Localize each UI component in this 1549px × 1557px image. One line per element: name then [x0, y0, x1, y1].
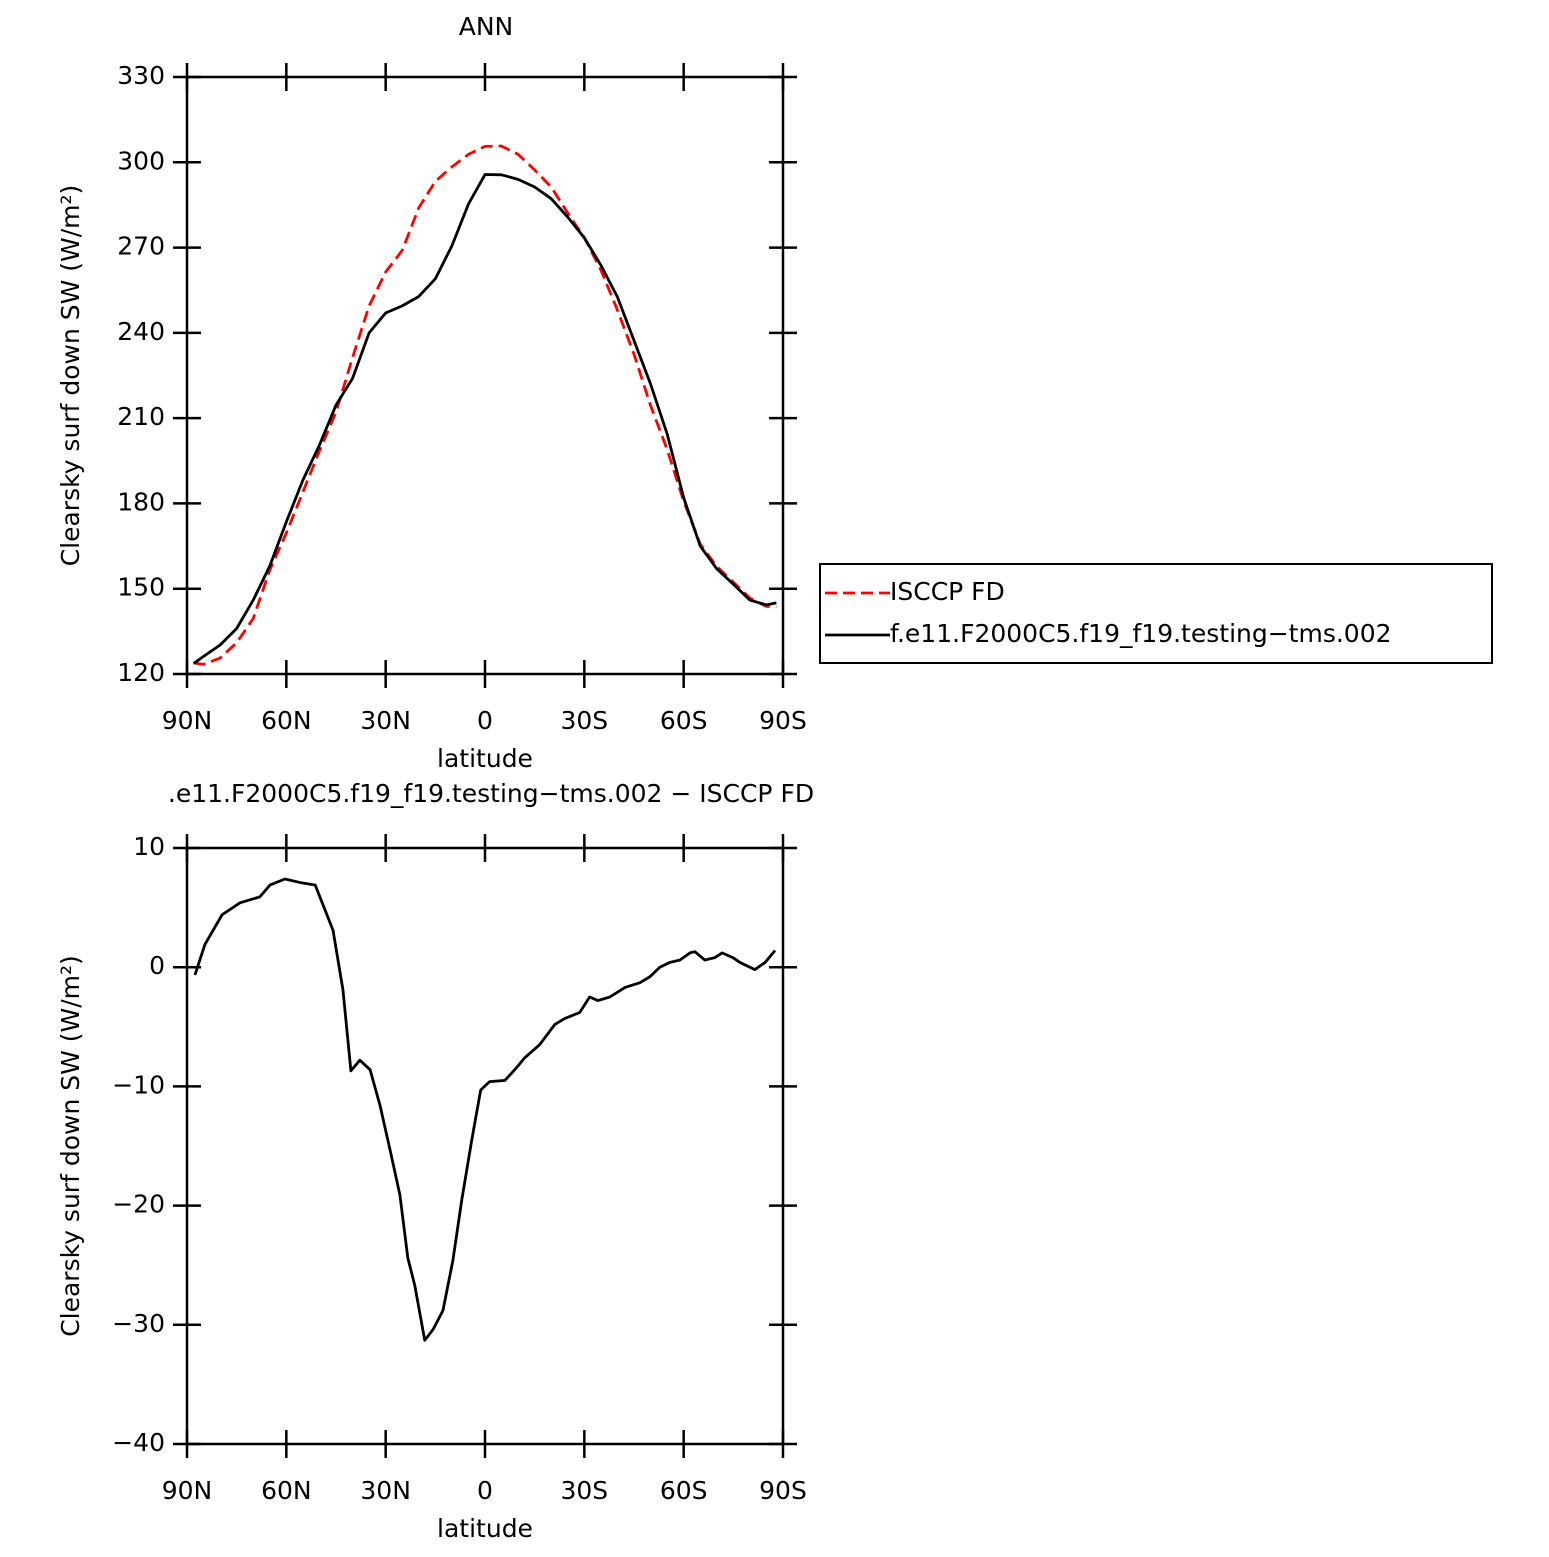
y-tick-label: −30 — [112, 1309, 165, 1338]
plot-frame — [185, 846, 785, 1446]
y-tick-label: 300 — [117, 146, 165, 175]
y-tick-label: 120 — [117, 658, 165, 687]
x-tick-label: 60S — [660, 706, 708, 735]
y-tick-label: 210 — [117, 402, 165, 431]
plot-frame — [185, 75, 785, 676]
x-tick-label: 90S — [759, 706, 807, 735]
y-tick-label: 180 — [117, 487, 165, 516]
series-line — [192, 173, 777, 665]
x-tick-label: 30N — [360, 706, 411, 735]
y-axis-label: Clearsky surf down SW (W/m²) — [56, 955, 85, 1337]
chart-title: ANN — [459, 12, 514, 41]
y-tick-label: −20 — [112, 1190, 165, 1219]
legend-box — [819, 563, 1493, 664]
legend-label: ISCCP FD — [890, 577, 1005, 606]
x-tick-label: 90N — [162, 1476, 213, 1505]
x-tick-label: 60N — [261, 1476, 312, 1505]
x-tick-label: 30S — [560, 706, 608, 735]
y-axis-label: Clearsky surf down SW (W/m²) — [56, 185, 85, 567]
x-tick-label: 30N — [360, 1476, 411, 1505]
x-tick-label: 60N — [261, 706, 312, 735]
y-tick-label: 270 — [117, 232, 165, 261]
legend-label: f.e11.F2000C5.f19_f19.testing−tms.002 — [890, 619, 1392, 648]
y-tick-label: 240 — [117, 317, 165, 346]
x-tick-label: 90S — [759, 1476, 807, 1505]
y-tick-label: 10 — [133, 832, 165, 861]
chart-title: .e11.F2000C5.f19_f19.testing−tms.002 − I… — [168, 779, 814, 808]
x-axis-label: latitude — [437, 1514, 533, 1543]
series-line — [193, 877, 777, 1342]
y-tick-label: −40 — [112, 1428, 165, 1457]
y-tick-label: −10 — [112, 1070, 165, 1099]
x-tick-label: 60S — [660, 1476, 708, 1505]
x-tick-label: 0 — [477, 1476, 493, 1505]
x-axis-label: latitude — [437, 744, 533, 773]
y-tick-label: 0 — [149, 951, 165, 980]
series-line — [193, 144, 777, 666]
x-tick-label: 30S — [560, 1476, 608, 1505]
y-tick-label: 330 — [117, 61, 165, 90]
y-tick-label: 150 — [117, 573, 165, 602]
x-tick-label: 0 — [477, 706, 493, 735]
x-tick-label: 90N — [162, 706, 213, 735]
